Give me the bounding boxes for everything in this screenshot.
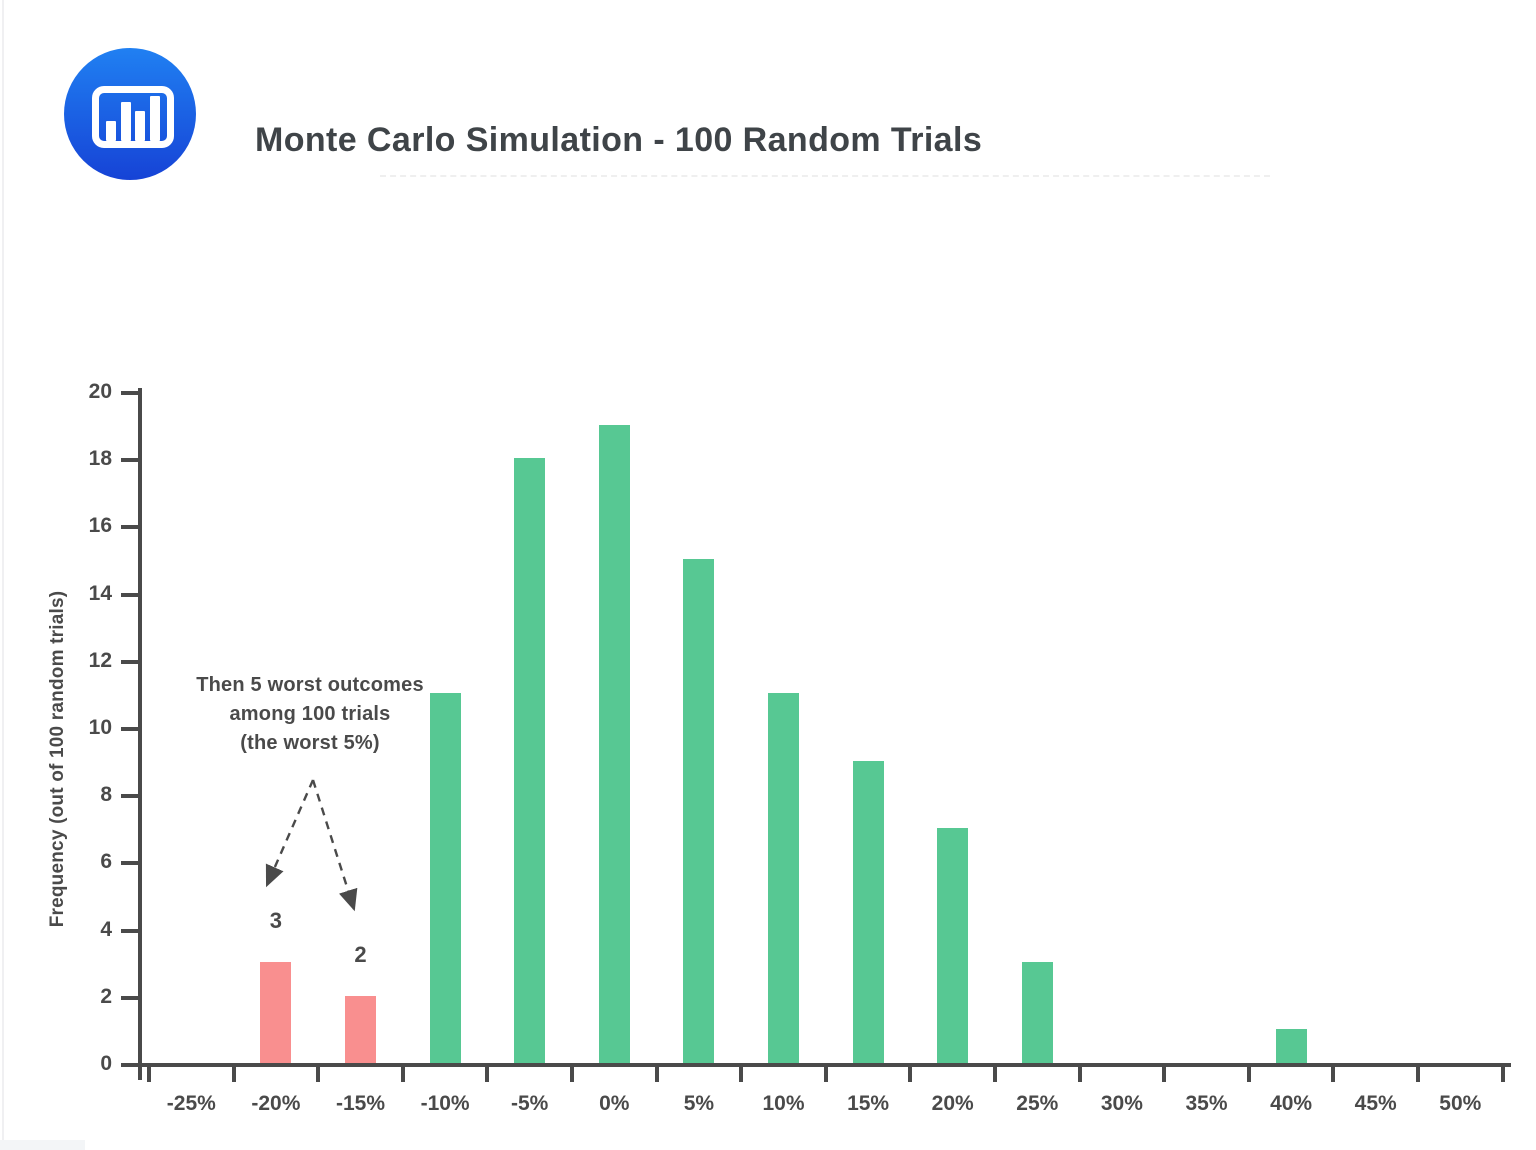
x-axis-tick: [1500, 1067, 1505, 1082]
x-axis-tick: [1246, 1067, 1251, 1082]
y-axis-tick: [121, 458, 138, 463]
x-axis-label: 25%: [1016, 1092, 1059, 1115]
bar-chart-icon-bar: [120, 102, 131, 141]
bar-chart-icon-bar: [106, 121, 117, 141]
y-axis-label: 8: [100, 783, 112, 807]
annotation-line: (the worst 5%): [240, 732, 380, 754]
x-axis-tick: [993, 1067, 997, 1082]
x-axis-tick: [231, 1067, 236, 1082]
y-axis-label: 16: [88, 514, 112, 538]
x-axis-tick: [570, 1067, 574, 1082]
annotation-text: Then 5 worst outcomes among 100 trials (…: [150, 671, 470, 758]
y-axis-tick: [121, 995, 138, 1000]
x-axis-label: 40%: [1270, 1092, 1313, 1115]
bar-value-label: 2: [354, 941, 367, 967]
bar--20%: [260, 962, 292, 1063]
y-axis-label: 12: [88, 648, 112, 672]
x-axis-label: -15%: [335, 1092, 386, 1115]
annotation-arrow-right: [311, 779, 358, 912]
bar-10%: [768, 693, 799, 1063]
x-axis-label: 10%: [762, 1092, 805, 1115]
bar-20%: [937, 827, 969, 1063]
y-axis-tick: [121, 928, 138, 933]
y-axis-label: 14: [88, 581, 112, 605]
annotation-arrow-left: [265, 779, 315, 888]
x-axis-label: 50%: [1439, 1092, 1482, 1115]
x-axis-label: -20%: [251, 1092, 301, 1115]
x-axis-label: 5%: [683, 1092, 715, 1115]
annotation-line: Then 5 worst outcomes: [196, 674, 424, 696]
page-title: Monte Carlo Simulation - 100 Random Tria…: [255, 120, 983, 159]
bar-chart-icon: [92, 86, 174, 148]
bar--10%: [429, 693, 461, 1063]
y-axis-tick: [121, 592, 138, 597]
y-axis-tick: [121, 659, 138, 664]
x-axis-label: 15%: [847, 1092, 890, 1115]
x-axis-tick: [400, 1067, 405, 1082]
x-axis-line: [126, 1063, 1511, 1067]
y-axis-label: 18: [88, 447, 112, 471]
y-axis-label: 20: [88, 380, 112, 403]
x-axis-label: -10%: [420, 1092, 470, 1115]
annotation-line: among 100 trials: [229, 703, 391, 725]
bar-chart-icon-bar: [135, 111, 146, 141]
bar--15%: [345, 995, 376, 1063]
x-axis-label: 0%: [599, 1092, 630, 1115]
bar--5%: [514, 458, 546, 1063]
y-axis-tick: [121, 727, 138, 731]
y-axis-tick: [121, 391, 138, 395]
x-axis-tick: [1077, 1067, 1082, 1082]
x-axis-tick: [1331, 1067, 1336, 1082]
bar-value-label: 3: [269, 908, 283, 934]
x-axis-label: 35%: [1185, 1092, 1228, 1115]
y-axis-tick: [121, 525, 138, 530]
x-axis-label: -25%: [166, 1092, 216, 1115]
x-axis-tick: [1416, 1067, 1420, 1082]
x-axis-tick: [316, 1067, 321, 1082]
x-axis-label: -5%: [511, 1092, 549, 1115]
bar-25%: [1021, 962, 1053, 1063]
y-axis-label: 4: [100, 917, 112, 941]
x-axis-label: 30%: [1100, 1092, 1143, 1115]
bottom-left-artifact: [0, 1140, 85, 1150]
y-axis-label: 6: [100, 850, 112, 874]
y-axis-label: 2: [100, 984, 112, 1008]
y-axis-line: [138, 388, 142, 1080]
x-axis-tick: [147, 1067, 151, 1082]
x-axis-label: 20%: [931, 1092, 974, 1115]
y-axis-title: Frequency (out of 100 random trials): [47, 590, 68, 928]
x-axis-tick: [1162, 1067, 1167, 1082]
y-axis-tick: [121, 861, 138, 866]
x-axis-tick: [485, 1067, 490, 1082]
bar-15%: [852, 760, 884, 1063]
x-axis-tick: [908, 1067, 913, 1082]
y-axis-tick: [121, 794, 138, 799]
faint-dashed-divider: [380, 175, 1270, 177]
x-axis-label: 45%: [1354, 1092, 1397, 1115]
x-axis-tick: [739, 1067, 744, 1082]
app-logo: [64, 48, 196, 180]
bar-0%: [598, 424, 630, 1063]
bar-chart-icon-bar: [149, 96, 160, 141]
y-axis-tick: [121, 1063, 138, 1067]
left-edge-artifact: [2, 0, 4, 1150]
y-axis-label: 10: [88, 716, 112, 739]
bar-5%: [683, 559, 715, 1063]
x-axis-tick: [823, 1067, 828, 1082]
x-axis-tick: [654, 1067, 659, 1082]
y-axis-label: 0: [100, 1052, 112, 1075]
bar-40%: [1275, 1029, 1307, 1063]
